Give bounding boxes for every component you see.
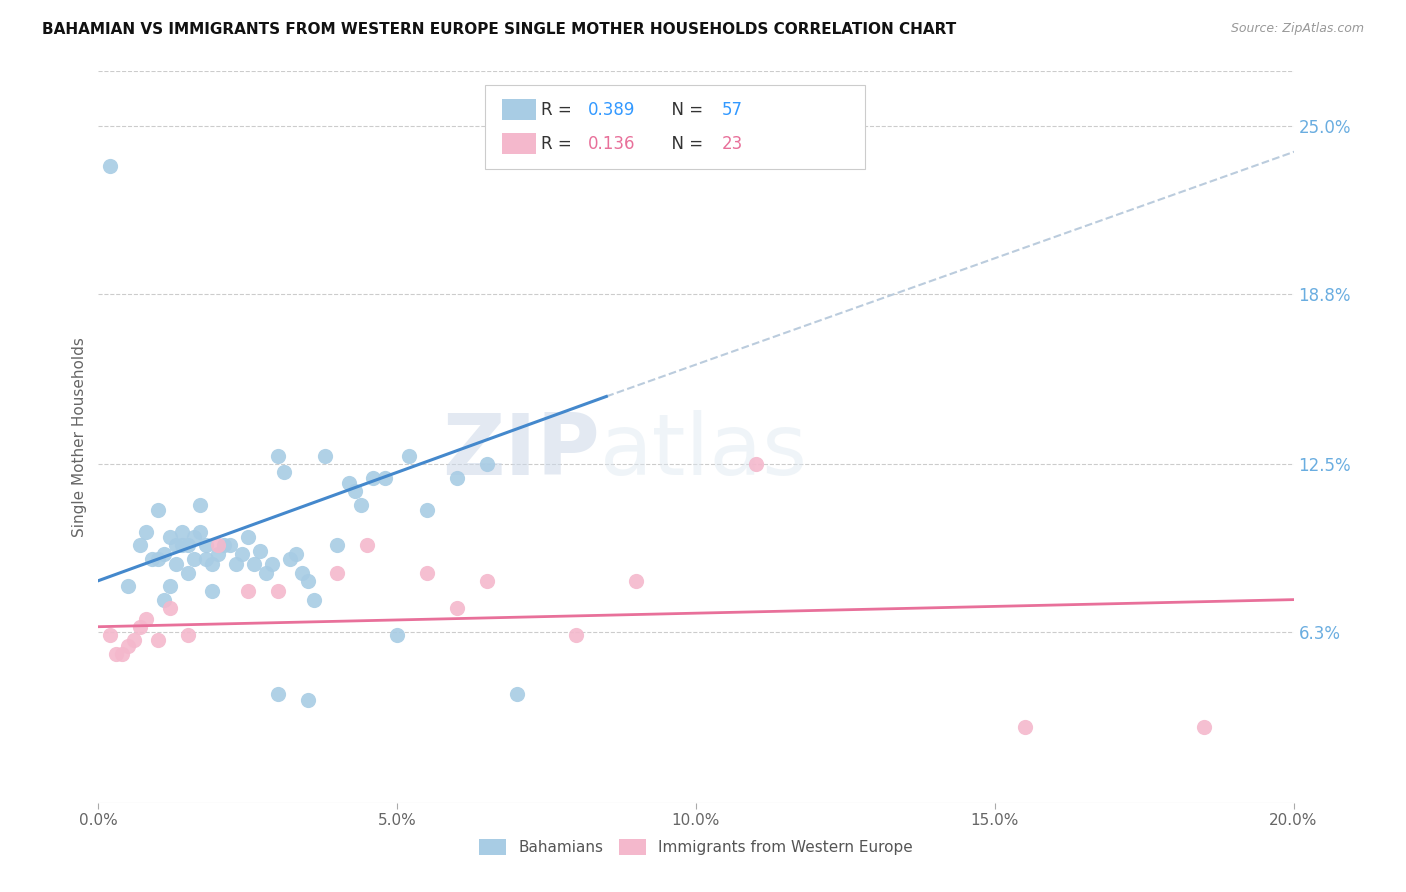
Point xyxy=(207,547,229,561)
Text: N =: N = xyxy=(661,135,709,153)
Text: N =: N = xyxy=(661,101,709,119)
Point xyxy=(278,552,301,566)
Point xyxy=(129,620,152,634)
Point xyxy=(416,503,439,517)
Point xyxy=(212,538,235,552)
Point xyxy=(339,476,361,491)
Point xyxy=(195,552,218,566)
Point xyxy=(188,498,211,512)
Text: R =: R = xyxy=(541,101,578,119)
Point xyxy=(148,552,170,566)
Point xyxy=(350,498,373,512)
Text: BAHAMIAN VS IMMIGRANTS FROM WESTERN EUROPE SINGLE MOTHER HOUSEHOLDS CORRELATION : BAHAMIAN VS IMMIGRANTS FROM WESTERN EURO… xyxy=(42,22,956,37)
Point xyxy=(446,600,468,615)
Text: ZIP: ZIP xyxy=(443,410,600,493)
Text: 23: 23 xyxy=(721,135,742,153)
Point xyxy=(260,558,283,572)
Point xyxy=(117,639,139,653)
Point xyxy=(273,465,295,479)
Text: 0.389: 0.389 xyxy=(588,101,636,119)
Point xyxy=(315,449,337,463)
Point xyxy=(291,566,314,580)
Point xyxy=(243,558,266,572)
Point xyxy=(565,628,588,642)
Point xyxy=(231,547,253,561)
Point xyxy=(254,566,277,580)
Point xyxy=(201,584,224,599)
Point xyxy=(188,524,211,539)
Point xyxy=(225,558,247,572)
Point xyxy=(626,574,648,588)
Text: R =: R = xyxy=(541,135,578,153)
Point xyxy=(506,688,529,702)
Point xyxy=(124,633,146,648)
Point xyxy=(326,538,349,552)
Point xyxy=(297,693,319,707)
Point xyxy=(267,688,290,702)
Point xyxy=(236,530,259,544)
Point xyxy=(249,544,271,558)
Point xyxy=(177,566,200,580)
Y-axis label: Single Mother Households: Single Mother Households xyxy=(72,337,87,537)
Point xyxy=(267,449,290,463)
Point xyxy=(159,600,181,615)
Point xyxy=(183,530,205,544)
Point xyxy=(1192,720,1215,734)
Point xyxy=(416,566,439,580)
Point xyxy=(177,628,200,642)
Point xyxy=(1014,720,1036,734)
Point xyxy=(165,558,187,572)
Text: 0.136: 0.136 xyxy=(588,135,636,153)
Point xyxy=(141,552,163,566)
Text: atlas: atlas xyxy=(600,410,808,493)
Point xyxy=(135,611,157,625)
Point xyxy=(363,471,385,485)
Point xyxy=(219,538,242,552)
Text: 57: 57 xyxy=(721,101,742,119)
Point xyxy=(446,471,468,485)
Point xyxy=(159,530,181,544)
Text: Source: ZipAtlas.com: Source: ZipAtlas.com xyxy=(1230,22,1364,36)
Point xyxy=(105,647,128,661)
Point xyxy=(153,547,176,561)
Point xyxy=(297,574,319,588)
Point xyxy=(374,471,396,485)
Point xyxy=(159,579,181,593)
Point xyxy=(117,579,139,593)
Point xyxy=(172,524,194,539)
Point xyxy=(135,524,157,539)
Point xyxy=(475,574,498,588)
Point xyxy=(356,538,378,552)
Point xyxy=(745,457,768,471)
Legend: Bahamians, Immigrants from Western Europe: Bahamians, Immigrants from Western Europ… xyxy=(472,833,920,861)
Point xyxy=(111,647,134,661)
Point xyxy=(398,449,420,463)
Point xyxy=(475,457,498,471)
Point xyxy=(177,538,200,552)
Point xyxy=(284,547,307,561)
Point xyxy=(148,503,170,517)
Point xyxy=(267,584,290,599)
Point xyxy=(207,538,229,552)
Point xyxy=(302,592,325,607)
Point xyxy=(344,484,367,499)
Point xyxy=(195,538,218,552)
Point xyxy=(236,584,259,599)
Point xyxy=(172,538,194,552)
Point xyxy=(98,628,122,642)
Point xyxy=(129,538,152,552)
Point xyxy=(148,633,170,648)
Point xyxy=(183,552,205,566)
Point xyxy=(385,628,409,642)
Point xyxy=(326,566,349,580)
Point xyxy=(153,592,176,607)
Point xyxy=(165,538,187,552)
Point xyxy=(98,159,122,173)
Point xyxy=(201,558,224,572)
